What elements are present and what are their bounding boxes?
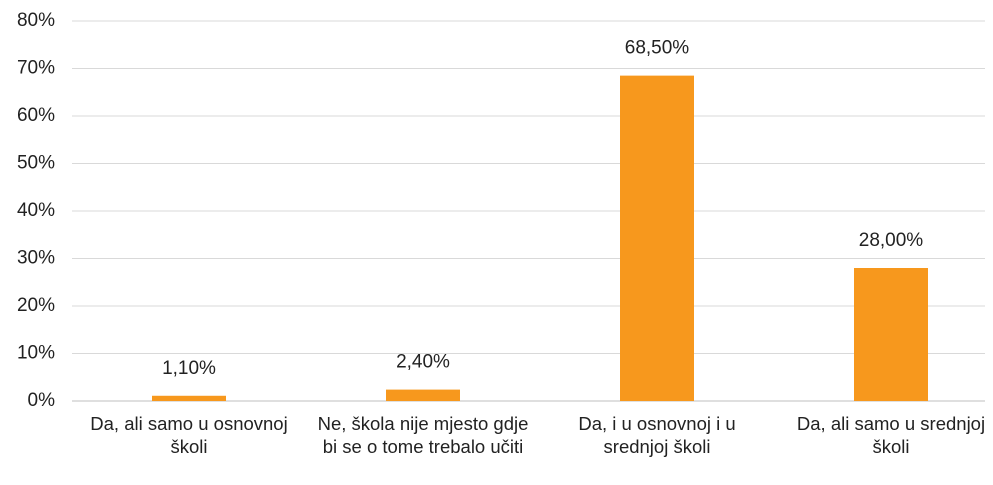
y-tick-label: 50% [17,153,55,174]
data-label: 28,00% [859,230,924,251]
y-tick-label: 20% [17,295,55,316]
data-label: 1,10% [162,358,216,379]
data-label: 68,50% [625,38,690,59]
y-tick-label: 30% [17,248,55,269]
bar [854,268,928,401]
bar [152,395,226,401]
y-tick-label: 60% [17,105,55,126]
y-tick-label: 40% [17,200,55,221]
x-tick-label: Da, i u osnovnoj i u srednjoj školi [578,413,736,457]
y-tick-label: 80% [17,10,55,31]
bar [620,75,694,401]
y-tick-label: 10% [17,343,55,364]
x-tick-label: Ne, škola nije mjesto gdje bi se o tome … [317,413,529,457]
y-tick-label: 70% [17,58,55,79]
data-label: 2,40% [396,352,450,373]
x-tick-label: Da, ali samo u osnovnoj školi [90,413,288,457]
bar [386,389,460,401]
x-tick-label: Da, ali samo u srednjoj školi [796,413,986,457]
y-tick-label: 0% [28,390,56,411]
